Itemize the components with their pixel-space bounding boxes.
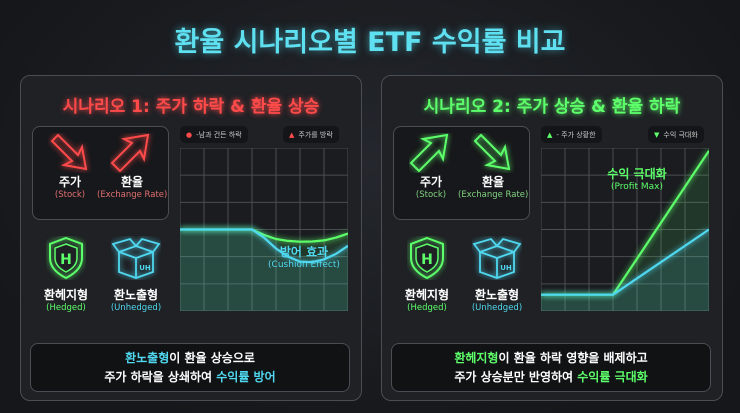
hedged-label-en: (Hedged) [407,303,447,313]
hedged-type: H 환헤지형 (Hedged) [31,236,101,313]
market-move-box: 주가 (Stock) 환율 (Exchange Rate) [32,126,169,220]
arrow-up-right-icon [97,133,167,173]
unhedged-label-en: (Unhedged) [110,303,162,313]
page-title: 환율 시나리오별 ETF 수익률 비교 [174,27,566,58]
fx-label: 환율 [120,175,144,189]
fx-label-en: (Exchange Rate) [458,190,529,200]
chart-annotation: 수익 극대화 (Profit Max) [582,165,692,192]
scenario-1-panel: 시나리오 1: 주가 하락 & 환율 상승 주가 (Stock) 환율 (Exc… [20,75,362,401]
note-text: 주가 상승분만 반영하여 [454,370,578,384]
arrow-up-right-icon [396,133,466,173]
annotation-subtitle: (Cushion Effect) [268,260,340,270]
unhedged-type: UH 환노출형 (Unhedged) [101,236,171,313]
triangle-up-icon: ▲ [547,130,553,139]
dot-icon: ● [186,130,193,139]
svg-text:H: H [421,252,433,268]
series-area [541,229,709,311]
note-highlight: 환노출형 [125,351,170,365]
hedged-label-en: (Hedged) [46,303,86,313]
legend-item: ▼ 수익 극대화 [648,126,704,143]
annotation-title: 방어 효과 [279,245,329,259]
triangle-up-icon: ▲ [289,130,295,139]
legend-item: ▲ 주가를 방락 [283,126,339,143]
unhedged-label: 환노출형 [474,288,520,302]
box-uh-icon: UH [462,236,532,280]
note-text: 주가 하락을 상쇄하여 [104,370,217,384]
box-uh-icon: UH [101,236,171,280]
triangle-down-icon: ▼ [654,130,660,139]
note-highlight: 수익률 극대화 [577,370,648,384]
note-text: 이 환율 하락 영향을 배제하고 [498,351,648,365]
svg-text:UH: UH [139,264,151,272]
legend-label: 수익 극대화 [663,130,698,139]
note-highlight: 환헤지형 [454,351,499,365]
annotation-title: 수익 극대화 [607,167,667,181]
chart-annotation: 방어 효과 (Cushion Effect) [249,243,359,270]
svg-text:H: H [60,252,72,268]
series-area [541,150,709,311]
unhedged-label-en: (Unhedged) [471,303,523,313]
arrow-down-right-icon [458,133,528,173]
series-area [180,229,348,311]
shield-h-icon: H [31,236,101,280]
legend-label: 주가를 방락 [298,130,333,139]
hedged-type: H 환헤지형 (Hedged) [392,236,462,313]
annotation-subtitle: (Profit Max) [611,182,663,192]
scenario-title: 시나리오 1: 주가 하락 & 환율 상승 [62,97,320,117]
legend-label: - 주가 상황한 [556,130,596,139]
legend-label: -남과 건든 하락 [196,130,242,139]
fx-indicator: 환율 (Exchange Rate) [458,133,528,200]
note-text: 이 환율 상승으로 [169,351,255,365]
svg-text:UH: UH [500,264,512,272]
shield-h-icon: H [392,236,462,280]
stock-indicator: 주가 (Stock) [35,133,105,200]
arrow-down-right-icon [35,133,105,173]
stock-label: 주가 [58,175,82,189]
fx-label: 환율 [481,175,505,189]
market-move-box: 주가 (Stock) 환율 (Exchange Rate) [393,126,530,220]
scenario-chart [541,148,709,311]
stock-label-en: (Stock) [415,190,447,200]
series-area [180,229,348,311]
unhedged-label: 환노출형 [113,288,159,302]
hedged-label: 환헤지형 [43,288,89,302]
summary-note: 환헤지형이 환율 하락 영향을 배제하고 주가 상승분만 반영하여 수익률 극대… [391,343,711,392]
fx-label-en: (Exchange Rate) [97,190,168,200]
scenario-title: 시나리오 2: 주가 상승 & 환율 하락 [423,97,681,117]
stock-label: 주가 [419,175,443,189]
unhedged-series-line [541,228,709,296]
unhedged-series-line [180,228,348,264]
stock-label-en: (Stock) [54,190,86,200]
summary-note: 환노출형이 환율 상승으로 주가 하락을 상쇄하여 수익률 방어 [30,343,350,392]
note-highlight: 수익률 방어 [216,370,276,384]
scenario-2-panel: 시나리오 2: 주가 상승 & 환율 하락 주가 (Stock) 환율 (Exc… [381,75,723,401]
legend-item: ▲ - 주가 상황한 [541,126,602,143]
fx-indicator: 환율 (Exchange Rate) [97,133,167,200]
stock-indicator: 주가 (Stock) [396,133,466,200]
legend-item: ● -남과 건든 하락 [180,126,248,143]
hedged-label: 환헤지형 [404,288,450,302]
unhedged-type: UH 환노출형 (Unhedged) [462,236,532,313]
scenario-chart [180,148,348,311]
